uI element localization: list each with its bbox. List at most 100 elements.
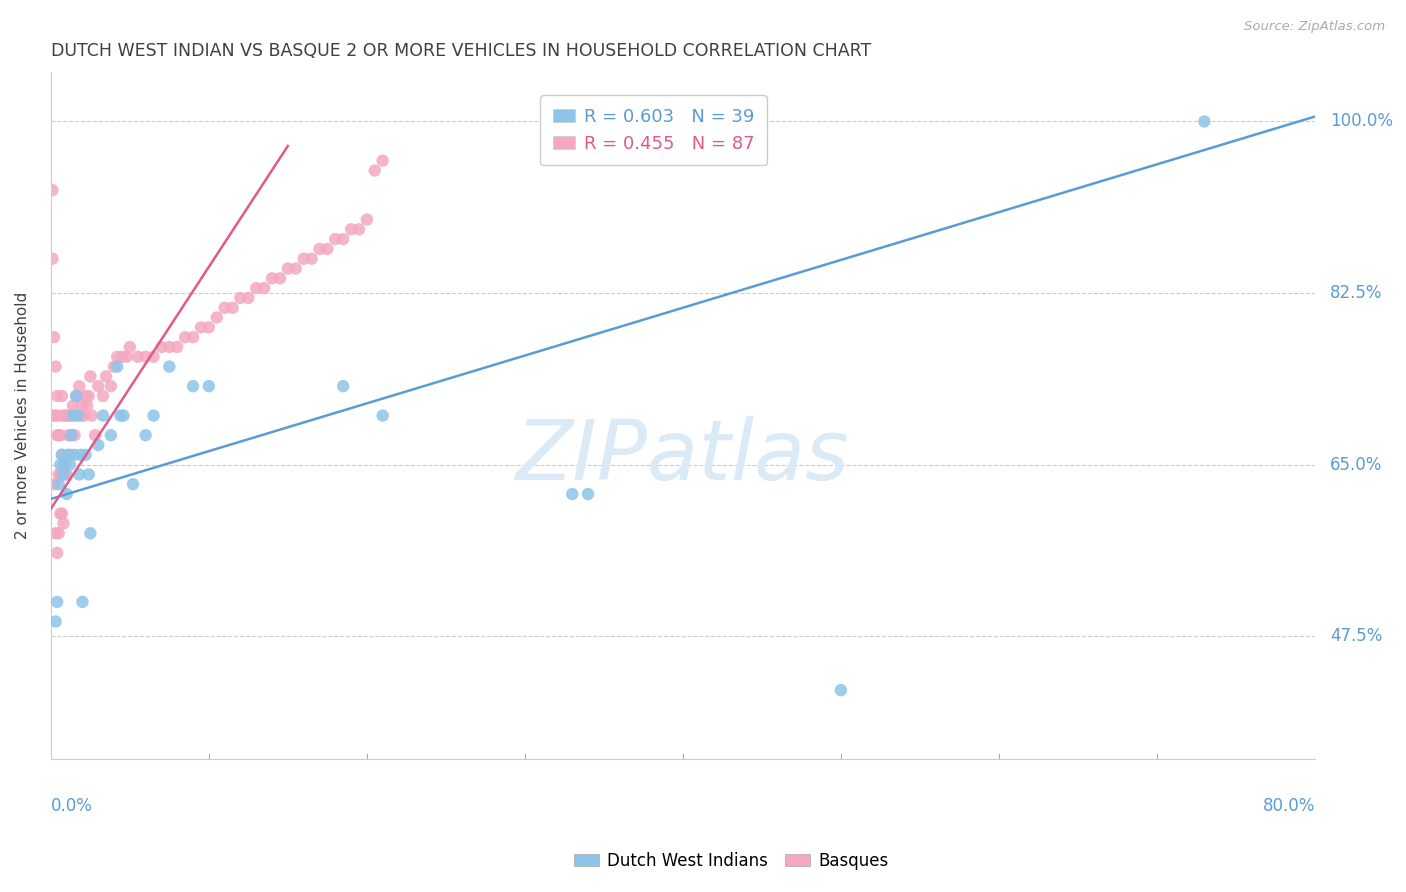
Point [347,222,370,236]
Point [41,183,63,197]
Point [59,448,82,462]
Point [127,350,149,364]
Point [66,409,89,423]
Point [58,428,80,442]
Point [49,467,72,482]
Text: 65.0%: 65.0% [1330,456,1382,474]
Point [269,271,291,285]
Point [60,428,83,442]
Point [87,438,110,452]
Point [73,409,96,423]
Point [49,428,72,442]
Point [118,340,141,354]
Point [77,467,100,482]
Text: 100.0%: 100.0% [1330,112,1393,130]
Point [70,409,93,423]
Point [110,409,132,423]
Point [84,428,107,442]
Point [94,369,117,384]
Point [67,467,90,482]
Point [198,320,221,334]
Point [49,458,72,472]
Point [55,467,77,482]
Point [45,409,67,423]
Point [70,448,93,462]
Point [72,595,94,609]
Point [65,389,87,403]
Point [79,526,101,541]
Point [52,516,75,531]
Point [59,458,82,472]
Point [221,301,243,315]
Point [52,409,75,423]
Point [364,163,387,178]
Text: ZIPatlas: ZIPatlas [516,417,849,497]
Point [356,212,378,227]
Point [46,389,69,403]
Point [150,340,173,354]
Point [62,399,84,413]
Point [174,330,197,344]
Point [75,448,97,462]
Point [1194,114,1216,128]
Point [49,507,72,521]
Point [181,379,204,393]
Point [60,428,83,442]
Point [214,301,236,315]
Point [253,281,276,295]
Point [63,448,86,462]
Point [103,359,125,374]
Point [59,409,82,423]
Point [323,232,346,246]
Point [67,379,90,393]
Text: 47.5%: 47.5% [1330,627,1382,645]
Point [52,458,75,472]
Point [135,350,157,364]
Point [46,546,69,560]
Point [46,595,69,609]
Point [48,409,70,423]
Point [55,487,77,501]
Point [41,252,63,266]
Text: 82.5%: 82.5% [1330,284,1382,302]
Point [166,340,188,354]
Point [181,330,204,344]
Point [830,683,852,698]
Point [77,389,100,403]
Point [284,261,307,276]
Point [80,409,103,423]
Point [205,310,228,325]
Point [190,320,212,334]
Point [75,389,97,403]
Point [48,428,70,442]
Text: Source: ZipAtlas.com: Source: ZipAtlas.com [1244,20,1385,33]
Point [45,359,67,374]
Point [51,448,73,462]
Point [52,467,75,482]
Point [245,281,267,295]
Point [48,467,70,482]
Point [142,409,165,423]
Text: DUTCH WEST INDIAN VS BASQUE 2 OR MORE VEHICLES IN HOUSEHOLD CORRELATION CHART: DUTCH WEST INDIAN VS BASQUE 2 OR MORE VE… [51,42,872,60]
Point [63,428,86,442]
Point [142,350,165,364]
Point [79,369,101,384]
Point [301,252,323,266]
Point [100,428,122,442]
Point [42,330,65,344]
Point [371,153,394,168]
Point [46,428,69,442]
Point [91,409,114,423]
Point [112,409,135,423]
Point [53,409,76,423]
Point [48,477,70,491]
Point [332,379,354,393]
Text: 80.0%: 80.0% [1263,797,1315,814]
Point [105,359,128,374]
Point [66,389,89,403]
Point [238,291,260,305]
Point [332,232,354,246]
Point [157,340,180,354]
Point [53,467,76,482]
Point [316,242,339,256]
